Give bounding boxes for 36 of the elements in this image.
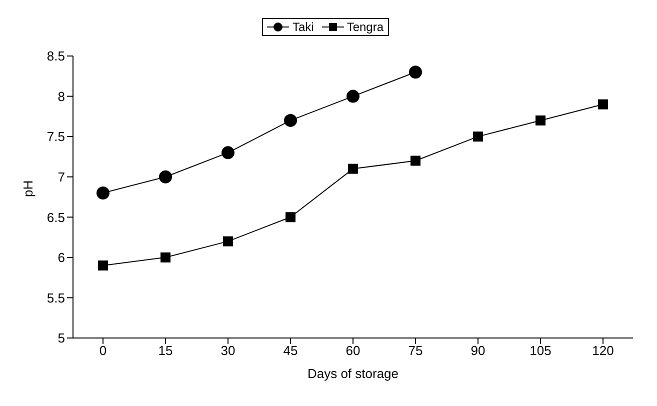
x-tick-label: 30 (220, 343, 236, 358)
point (159, 170, 172, 184)
point (410, 156, 420, 166)
point (536, 115, 546, 126)
x-tick-label: 75 (408, 343, 423, 358)
point (96, 186, 110, 200)
y-tick-label: 8 (58, 88, 65, 104)
point (284, 114, 297, 127)
point (348, 164, 358, 174)
x-tick-label: 15 (158, 343, 173, 358)
point (409, 66, 422, 79)
point (98, 260, 108, 270)
point (473, 132, 483, 142)
point (598, 99, 608, 110)
y-tick-label: 6 (58, 250, 65, 266)
point (160, 252, 170, 262)
point (346, 90, 360, 103)
x-tick-label: 60 (346, 343, 360, 358)
point (223, 236, 233, 246)
point (222, 146, 234, 160)
x-tick-label: 45 (283, 343, 298, 358)
x-tick-label: 0 (99, 343, 107, 358)
y-tick-label: 5.5 (46, 290, 65, 306)
y-tick-label: 6.5 (46, 210, 65, 225)
x-tick-label: 90 (470, 343, 486, 358)
y-tick-label: 7.5 (46, 129, 65, 144)
y-tick-label: 7 (58, 169, 65, 184)
legend-label: Tengra (346, 20, 384, 34)
legend-label: Taki (291, 20, 314, 34)
point (286, 212, 296, 222)
x-tick-label: 120 (592, 343, 614, 358)
x-axis-title: Days of storage (307, 366, 399, 381)
y-axis-title: pH (20, 180, 36, 197)
y-tick-label: 8.5 (46, 48, 65, 64)
y-tick-label: 5 (58, 330, 65, 346)
x-tick-label: 105 (530, 343, 552, 358)
